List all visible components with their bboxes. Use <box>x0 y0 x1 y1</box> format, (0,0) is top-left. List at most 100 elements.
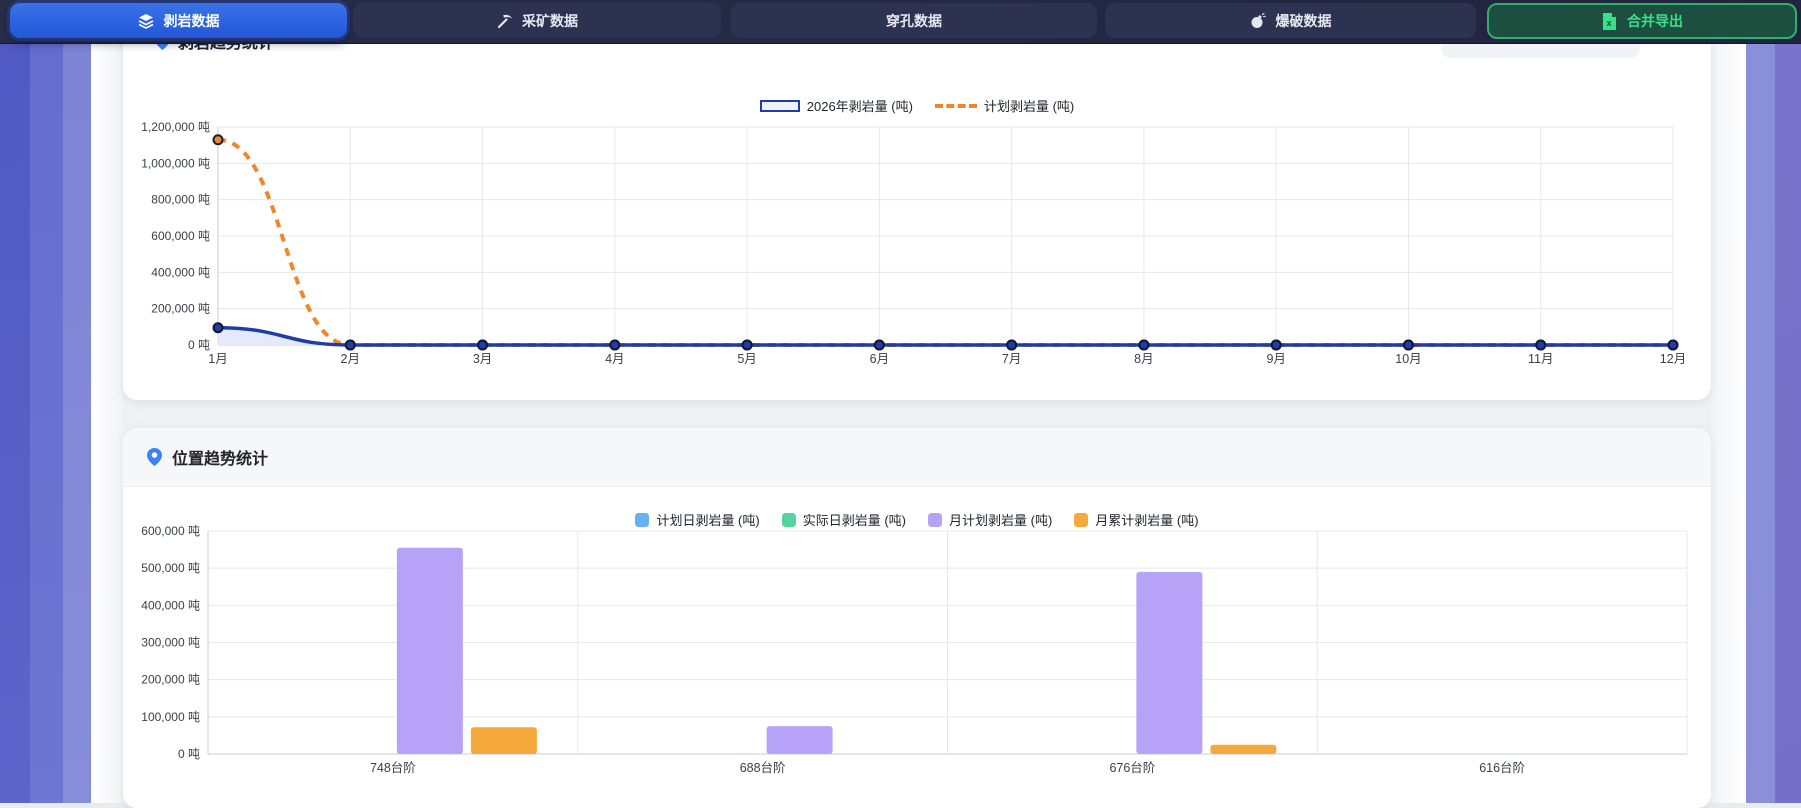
y-axis-tick: 0 吨 <box>188 338 210 352</box>
actual-point <box>1535 339 1547 351</box>
bomb-icon <box>1250 12 1267 29</box>
x-axis-tick: 3月 <box>473 352 492 366</box>
legend-item-0[interactable]: 2026年剥岩量 (吨) <box>759 96 913 115</box>
legend-label: 计划日剥岩量 (吨) <box>656 513 760 528</box>
x-axis-tick: 7月 <box>1002 352 1021 366</box>
bar-月计划剥岩量 (吨) <box>1136 571 1203 754</box>
left-purple-band-1 <box>0 0 30 803</box>
y-axis-tick: 1,000,000 吨 <box>141 156 210 170</box>
tab-label: 爆破数据 <box>1275 12 1332 29</box>
y-axis-tick: 1,200,000 吨 <box>141 120 210 134</box>
x-axis-tick: 4月 <box>605 352 624 366</box>
actual-point <box>1138 339 1150 351</box>
card2-title-text: 位置趋势统计 <box>172 451 269 468</box>
planned-line <box>217 137 1673 347</box>
stripping-line-chart: 0 吨 200,000 吨 400,000 吨 600,000 吨 800,000 吨 1… <box>141 120 1686 366</box>
stripping-trend-card: 剥岩趋势统计 2026年剥岩量 (吨)计划剥岩量 (吨) 0 吨200,000 … <box>123 20 1711 400</box>
line-chart-legend: 2026年剥岩量 (吨) 计划剥岩量 (吨) <box>123 96 1711 115</box>
legend-item-3[interactable]: 月累计剥岩量 (吨) <box>1074 510 1199 529</box>
bar-月计划剥岩量 (吨) <box>766 726 833 754</box>
location-bar-chart: 0 吨 100,000 吨 200,000 吨 300,000 吨 400,000 吨 5… <box>141 524 1688 775</box>
legend-swatch <box>934 103 977 108</box>
left-purple-band-3 <box>63 0 91 803</box>
y-axis-tick: 500,000 吨 <box>141 561 200 575</box>
x-axis-category: 616台阶 <box>1479 760 1525 775</box>
y-axis-tick: 600,000 吨 <box>151 229 210 243</box>
merge-export-button[interactable]: x 合并导出 <box>1487 3 1797 39</box>
actual-point <box>873 339 885 351</box>
y-axis-tick: 800,000 吨 <box>151 193 210 207</box>
right-purple-band-1 <box>1746 0 1775 803</box>
bar-月累计剥岩量 (吨) <box>470 727 537 754</box>
tab-blasting-data[interactable]: 爆破数据 <box>1105 3 1476 38</box>
actual-point <box>1667 339 1679 351</box>
svg-text:x: x <box>1606 18 1611 28</box>
left-purple-band-2 <box>30 0 63 803</box>
legend-swatch <box>1074 512 1089 527</box>
grid-lines <box>217 126 1674 346</box>
actual-point <box>609 339 621 351</box>
export-label: 合并导出 <box>1627 13 1683 29</box>
x-axis-tick: 2月 <box>341 352 360 366</box>
legend-label: 2026年剥岩量 (吨) <box>806 99 913 114</box>
legend-swatch <box>781 512 796 527</box>
location-trend-card: 位置趋势统计 计划日剥岩量 (吨) 实际日剥岩量 (吨) 月计划剥岩量 (吨) 月累计… <box>123 428 1711 808</box>
x-axis-category: 748台阶 <box>370 760 416 775</box>
y-axis-tick: 600,000 吨 <box>141 524 200 538</box>
excel-file-icon: x <box>1601 12 1618 30</box>
legend-label: 实际日剥岩量 (吨) <box>802 513 906 528</box>
y-axis-tick: 200,000 吨 <box>141 673 200 687</box>
bar-月累计剥岩量 (吨) <box>1210 744 1277 754</box>
x-axis-tick: 6月 <box>870 352 889 366</box>
location-pin-icon <box>147 448 162 466</box>
y-axis-tick: 200,000 吨 <box>151 302 210 316</box>
legend-item-0[interactable]: 计划日剥岩量 (吨) <box>635 510 760 529</box>
actual-point <box>1270 339 1282 351</box>
legend-item-1[interactable]: 实际日剥岩量 (吨) <box>781 510 906 529</box>
top-navbar: 剥岩数据 采矿数据 穿孔数据 爆破数据 x 合并导出 <box>0 0 1801 44</box>
layers-icon <box>138 12 155 29</box>
legend-swatch <box>759 99 800 112</box>
right-white-gutter <box>1711 0 1746 803</box>
x-axis-tick: 5月 <box>737 352 756 366</box>
x-axis-tick: 9月 <box>1266 352 1285 366</box>
bar-chart-legend: 计划日剥岩量 (吨) 实际日剥岩量 (吨) 月计划剥岩量 (吨) 月累计剥岩量 (吨) <box>123 510 1711 529</box>
x-axis-category: 676台阶 <box>1109 760 1155 775</box>
legend-swatch <box>635 512 650 527</box>
actual-point <box>344 339 356 351</box>
x-axis-category: 688台阶 <box>740 760 786 775</box>
legend-label: 月累计剥岩量 (吨) <box>1095 513 1199 528</box>
tab-label: 采矿数据 <box>522 12 578 29</box>
legend-item-2[interactable]: 月计划剥岩量 (吨) <box>928 510 1052 529</box>
right-purple-band-2 <box>1775 0 1801 803</box>
actual-area-fill <box>218 327 1673 345</box>
legend-swatch <box>928 512 942 527</box>
actual-point <box>1006 339 1018 351</box>
tab-label: 穿孔数据 <box>886 12 942 29</box>
actual-point <box>212 322 224 334</box>
tab-mining-data[interactable]: 采矿数据 <box>353 3 721 38</box>
y-axis-tick: 400,000 吨 <box>141 598 200 612</box>
actual-point <box>1402 339 1414 351</box>
actual-point <box>477 339 489 351</box>
y-axis-tick: 0 吨 <box>178 747 200 761</box>
x-axis-tick: 11月 <box>1528 352 1553 366</box>
tab-drilling-data[interactable]: 穿孔数据 <box>731 3 1097 38</box>
pickaxe-icon <box>496 12 513 29</box>
y-axis-tick: 300,000 吨 <box>141 636 200 650</box>
y-axis-tick: 100,000 吨 <box>141 710 200 724</box>
planned-point <box>212 134 224 146</box>
tab-stripping-data[interactable]: 剥岩数据 <box>10 3 347 38</box>
actual-line <box>217 325 1673 347</box>
tab-label: 剥岩数据 <box>163 12 220 29</box>
legend-label: 月计划剥岩量 (吨) <box>949 513 1053 528</box>
y-axis-tick: 400,000 吨 <box>151 265 210 279</box>
x-axis-tick: 1月 <box>208 352 227 366</box>
x-axis-tick: 10月 <box>1395 352 1421 366</box>
bar-月计划剥岩量 (吨) <box>396 547 463 754</box>
actual-point <box>741 339 753 351</box>
left-white-gutter <box>91 0 123 803</box>
x-axis-tick: 12月 <box>1660 352 1686 366</box>
legend-label: 计划剥岩量 (吨) <box>983 99 1075 114</box>
legend-item-1[interactable]: 计划剥岩量 (吨) <box>934 96 1075 115</box>
